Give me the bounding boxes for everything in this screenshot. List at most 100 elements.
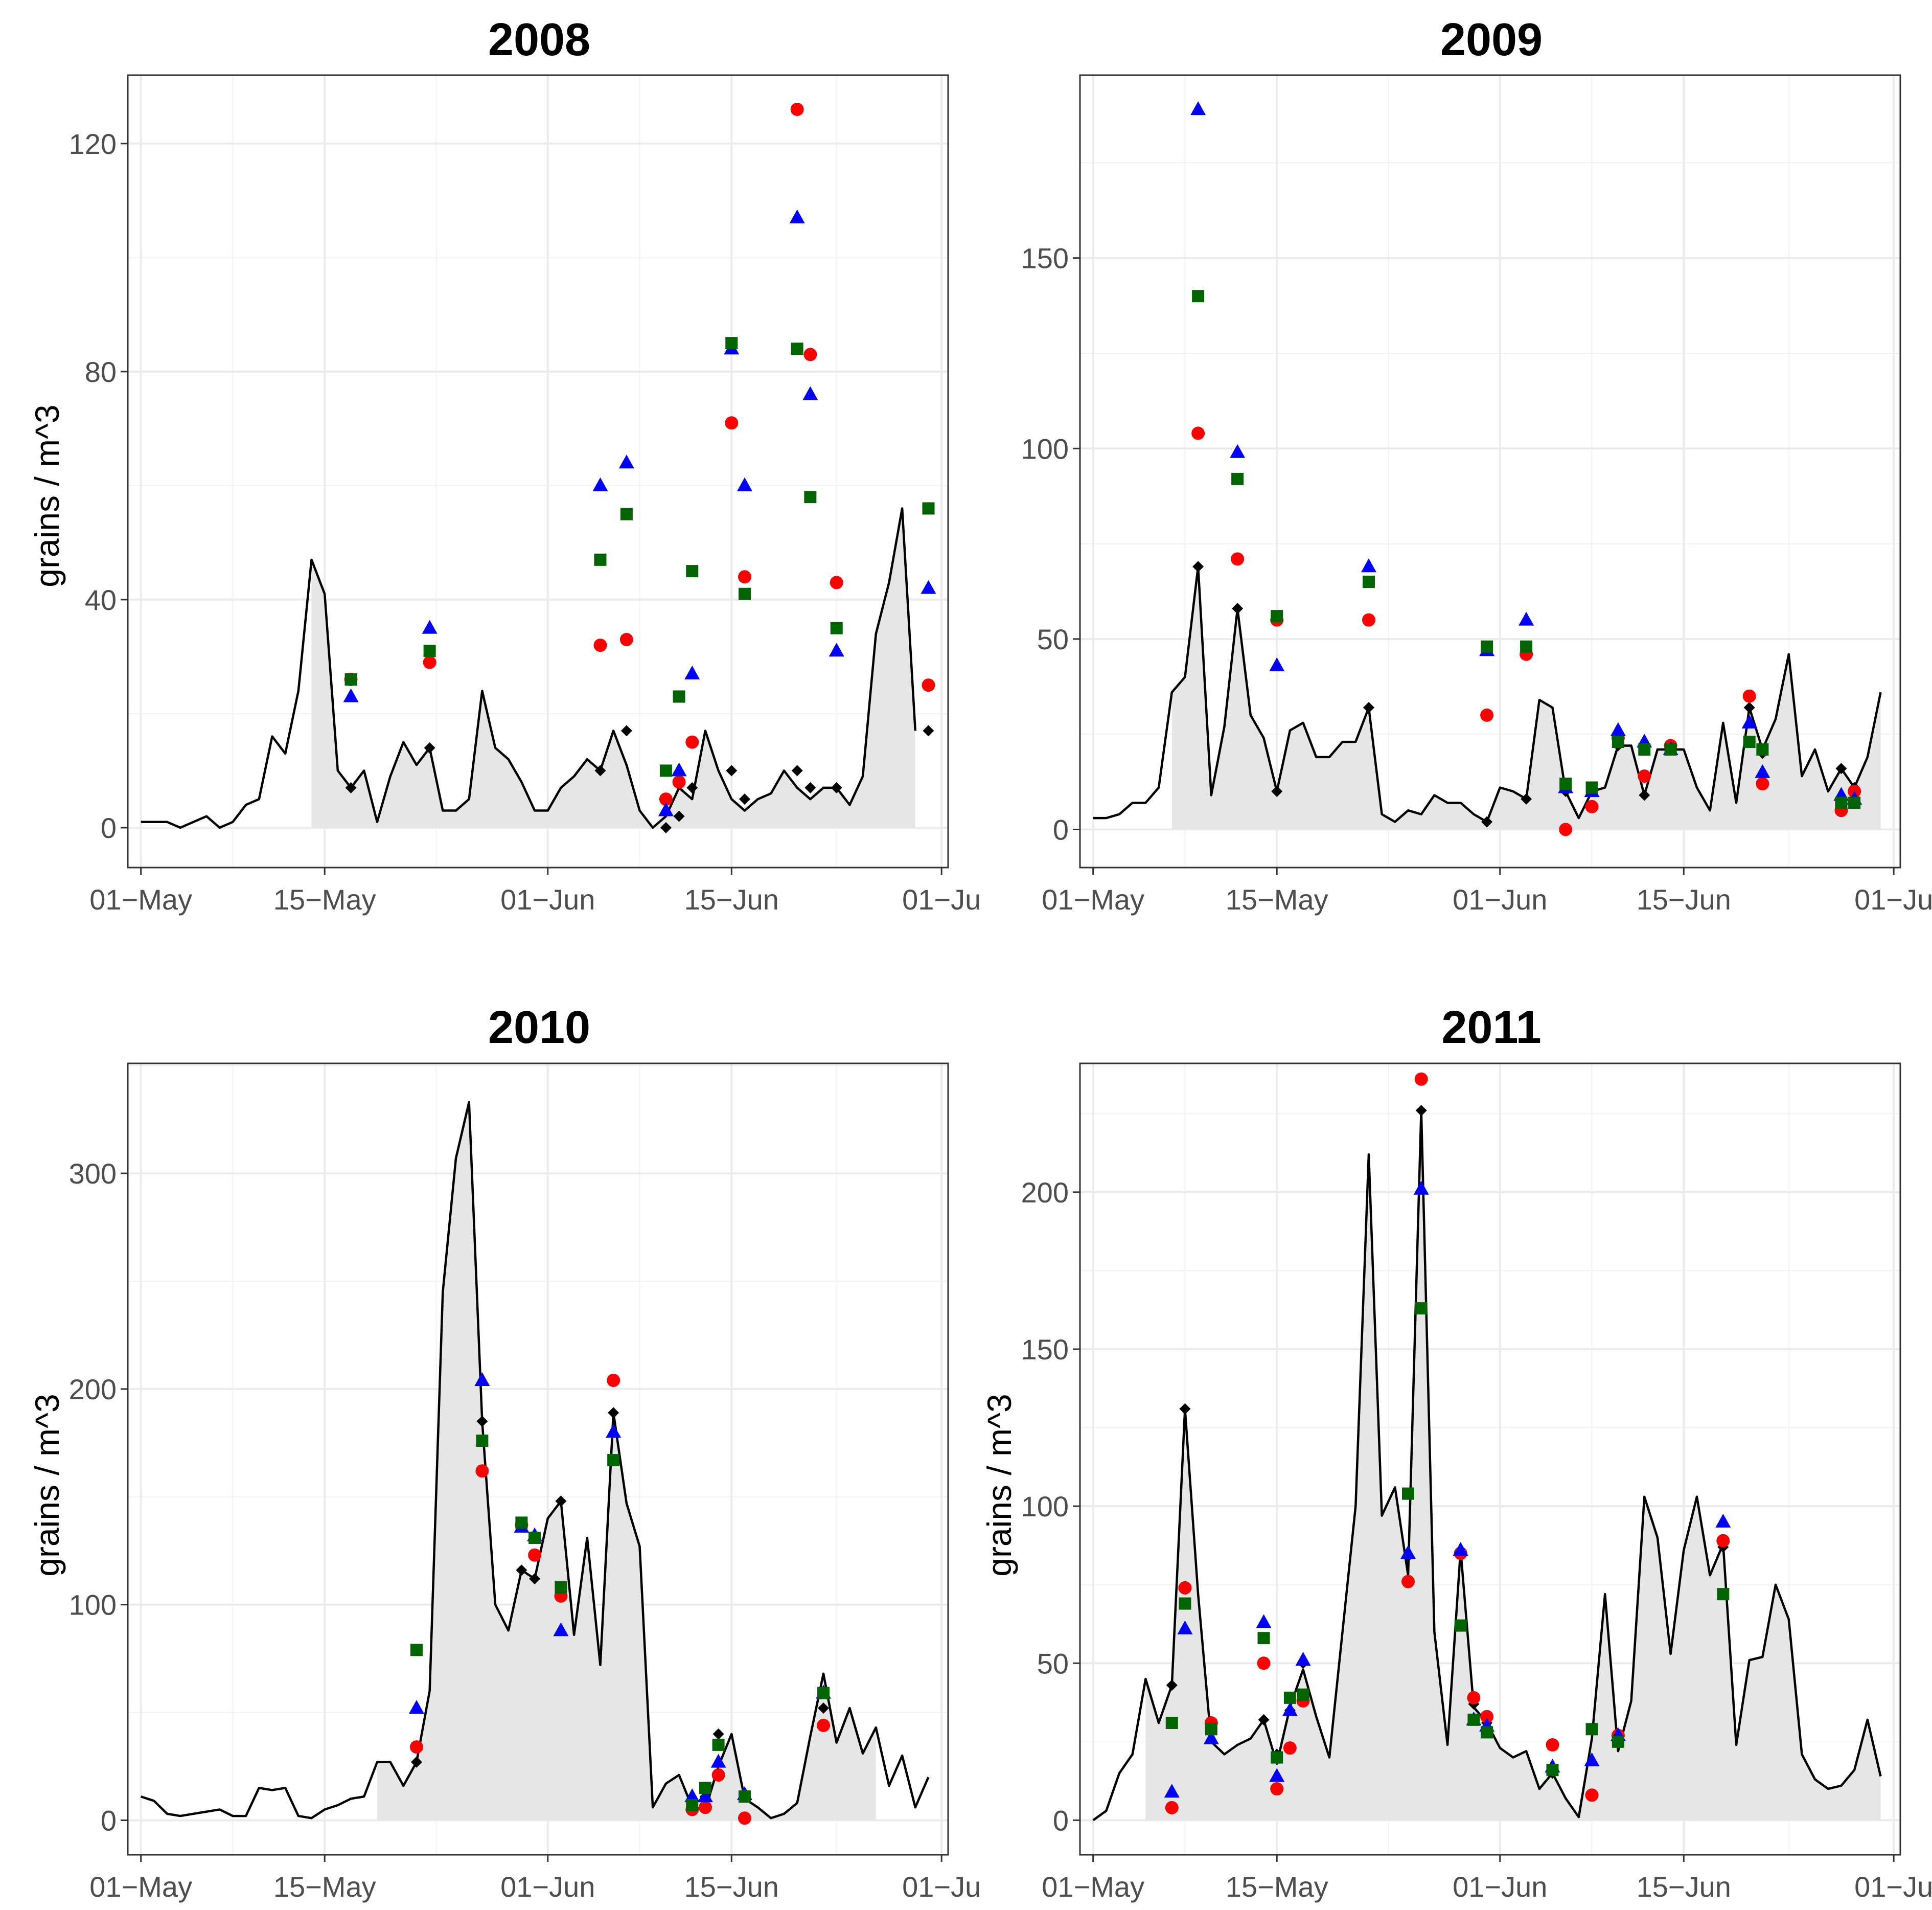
circle-marker xyxy=(1559,823,1573,836)
square-marker xyxy=(1612,1735,1624,1748)
y-tick-label: 0 xyxy=(101,1805,117,1837)
circle-marker xyxy=(1257,1656,1271,1670)
square-marker xyxy=(686,565,699,578)
diamond-marker xyxy=(1481,816,1493,828)
square-marker xyxy=(607,1454,620,1467)
square-marker xyxy=(830,622,843,634)
circle-marker xyxy=(803,348,817,361)
x-tick-label: 15−Jun xyxy=(1637,1871,1731,1903)
triangle-marker xyxy=(684,1788,700,1803)
triangle-marker xyxy=(422,620,438,634)
panel-2009: 2009 0 50 100 150 01−May 15−May 01−Jun 15−Jun 01… xyxy=(1021,14,1932,916)
triangle-marker xyxy=(1400,1545,1416,1559)
diamond-marker xyxy=(726,765,738,777)
panel-title: 2010 xyxy=(488,1002,590,1053)
plot-area xyxy=(128,1063,948,1855)
triangle-marker xyxy=(553,1622,569,1636)
diamond-marker xyxy=(516,1564,527,1576)
panel-title: 2011 xyxy=(1441,1002,1541,1053)
diamond-marker xyxy=(1835,763,1847,775)
triangle-marker xyxy=(1256,1614,1272,1628)
triangle-marker xyxy=(684,665,700,679)
x-tick-label: 01−Jun xyxy=(1453,1871,1547,1903)
triangle-marker xyxy=(1584,1752,1600,1766)
y-tick-label: 150 xyxy=(1021,1333,1069,1366)
circle-marker xyxy=(1231,552,1245,566)
circle-marker xyxy=(725,416,739,430)
diamond-marker xyxy=(345,782,357,793)
circle-marker xyxy=(1467,1691,1481,1704)
y-tick-label: 120 xyxy=(69,128,117,160)
square-marker xyxy=(1297,1688,1309,1701)
square-marker xyxy=(1271,610,1283,623)
square-marker xyxy=(1743,736,1756,748)
circle-marker xyxy=(1283,1741,1297,1755)
triangle-marker xyxy=(710,1754,726,1768)
circle-marker xyxy=(711,1768,725,1782)
circle-marker xyxy=(698,1801,712,1814)
triangle-marker xyxy=(1164,1784,1180,1798)
triangle-marker xyxy=(671,762,687,777)
circle-marker xyxy=(409,1740,423,1754)
square-marker xyxy=(1271,1751,1283,1764)
circle-marker xyxy=(1585,1788,1599,1802)
diamond-marker xyxy=(686,782,698,793)
triangle-marker xyxy=(1282,1702,1298,1716)
circle-marker xyxy=(1165,1801,1179,1814)
shaded-area xyxy=(377,1102,876,1821)
square-marker xyxy=(1559,778,1572,790)
y-axis-title: grains / m^3 xyxy=(28,404,66,587)
circle-marker xyxy=(1191,426,1205,440)
triangle-marker xyxy=(1269,657,1285,672)
triangle-marker xyxy=(802,386,818,400)
square-marker xyxy=(1415,1302,1428,1315)
diamond-marker xyxy=(620,725,632,737)
x-tick-label: 01−Ju xyxy=(902,1871,981,1903)
circle-marker xyxy=(1480,708,1494,722)
circle-marker xyxy=(475,1464,489,1478)
panel-title: 2009 xyxy=(1440,14,1543,65)
square-marker xyxy=(515,1516,528,1529)
circle-marker xyxy=(593,639,607,652)
x-tick-label: 01−Jun xyxy=(500,883,595,916)
circle-marker xyxy=(1414,1072,1428,1086)
diamond-marker xyxy=(424,742,435,754)
square-marker xyxy=(1454,1619,1467,1632)
square-marker xyxy=(1283,1691,1296,1704)
triangle-marker xyxy=(737,477,752,491)
x-tick-label: 15−Jun xyxy=(1637,883,1731,916)
square-marker xyxy=(686,1799,699,1811)
triangle-marker xyxy=(1413,1180,1429,1195)
x-tick-label: 01−Jun xyxy=(1453,883,1547,916)
panel-2011: 2011 grains / m^3 0 50 100 150 200 01−May 15−M… xyxy=(980,1002,1932,1903)
x-tick-label: 15−May xyxy=(273,1871,376,1903)
x-tick-label: 01−May xyxy=(1042,1871,1144,1903)
triangle-marker xyxy=(1177,1620,1193,1634)
triangle-marker xyxy=(697,1788,713,1803)
diamond-marker xyxy=(1232,603,1244,615)
square-marker xyxy=(555,1581,567,1594)
y-axis-title: grains / m^3 xyxy=(28,1394,66,1576)
diamond-marker xyxy=(739,793,750,805)
diamond-marker xyxy=(1363,702,1374,714)
triangle-marker xyxy=(1190,101,1206,116)
diamond-marker xyxy=(1521,793,1532,805)
y-tick-label: 100 xyxy=(1021,433,1069,465)
square-marker xyxy=(1585,781,1598,794)
diamond-marker xyxy=(608,1407,619,1419)
circle-marker xyxy=(1480,1710,1494,1723)
square-marker xyxy=(594,553,607,566)
square-marker xyxy=(1848,797,1861,809)
y-tick-label: 100 xyxy=(1021,1490,1069,1522)
x-tick-label: 01−Ju xyxy=(1854,1871,1932,1903)
triangle-marker xyxy=(1453,1542,1468,1556)
plot-area xyxy=(1080,1063,1900,1855)
circle-marker xyxy=(659,792,673,806)
y-tick-label: 50 xyxy=(1037,623,1069,655)
y-tick-label: 0 xyxy=(1053,1804,1069,1836)
diamond-marker xyxy=(1258,1714,1270,1725)
circle-marker xyxy=(1756,777,1769,791)
observed-line xyxy=(141,507,917,829)
panel-2010: 2010 grains / m^3 0 100 200 300 01−May 15−May… xyxy=(28,1002,981,1903)
circle-marker xyxy=(1362,613,1375,627)
